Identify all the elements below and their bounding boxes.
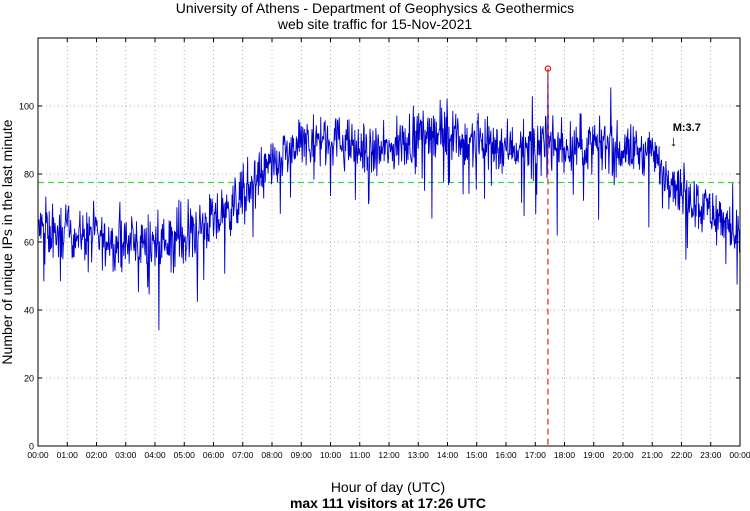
earthquake-annotation: M:3.7 ↓ (670, 122, 701, 150)
x-axis-ticks: 00:00 01:00 02:00 03:00 04:00 05:00 06:00 07:00… (27, 38, 750, 460)
x-tick-label: 14:00 (437, 450, 459, 460)
x-tick-label: 10:00 (320, 450, 342, 460)
x-tick-label: 12:00 (378, 450, 400, 460)
x-tick-label: 23:00 (700, 450, 722, 460)
y-axis-ticks: 0 20 40 60 80 100 (19, 102, 740, 452)
x-tick-label: 05:00 (174, 450, 196, 460)
x-tick-label: 02:00 (86, 450, 108, 460)
x-tick-label: 00:00 (27, 450, 49, 460)
chart-subtitle: web site traffic for 15-Nov-2021 (277, 16, 472, 32)
x-tick-label: 06:00 (203, 450, 225, 460)
x-tick-label: 13:00 (408, 450, 430, 460)
x-tick-label: 18:00 (554, 450, 576, 460)
traffic-series-line (37, 68, 741, 331)
y-tick-label: 0 (29, 442, 34, 452)
chart-title: University of Athens - Department of Geo… (176, 0, 574, 16)
x-tick-label: 15:00 (466, 450, 488, 460)
x-tick-label: 22:00 (671, 450, 693, 460)
y-tick-label: 20 (24, 374, 34, 384)
x-tick-label: 19:00 (583, 450, 605, 460)
y-tick-label: 100 (19, 102, 34, 112)
y-tick-label: 40 (24, 306, 34, 316)
x-tick-label: 07:00 (232, 450, 254, 460)
x-tick-label: 01:00 (57, 450, 79, 460)
x-tick-label: 00:00 (729, 450, 750, 460)
x-axis-label: Hour of day (UTC) (331, 479, 445, 495)
annotation-label: M:3.7 (673, 122, 701, 134)
x-tick-label: 08:00 (261, 450, 283, 460)
x-tick-label: 03:00 (115, 450, 137, 460)
max-caption: max 111 visitors at 17:26 UTC (290, 495, 486, 511)
x-tick-label: 17:00 (525, 450, 547, 460)
x-tick-label: 16:00 (495, 450, 517, 460)
y-axis-label: Number of unique IPs in the last minute (0, 119, 15, 364)
y-tick-label: 60 (24, 238, 34, 248)
y-tick-label: 80 (24, 170, 34, 180)
down-arrow-icon: ↓ (670, 133, 678, 150)
x-tick-label: 11:00 (349, 450, 370, 460)
max-marker-dot (544, 65, 552, 72)
x-tick-label: 04:00 (144, 450, 166, 460)
x-tick-label: 20:00 (612, 450, 634, 460)
x-tick-label: 21:00 (642, 450, 664, 460)
x-tick-label: 09:00 (291, 450, 313, 460)
